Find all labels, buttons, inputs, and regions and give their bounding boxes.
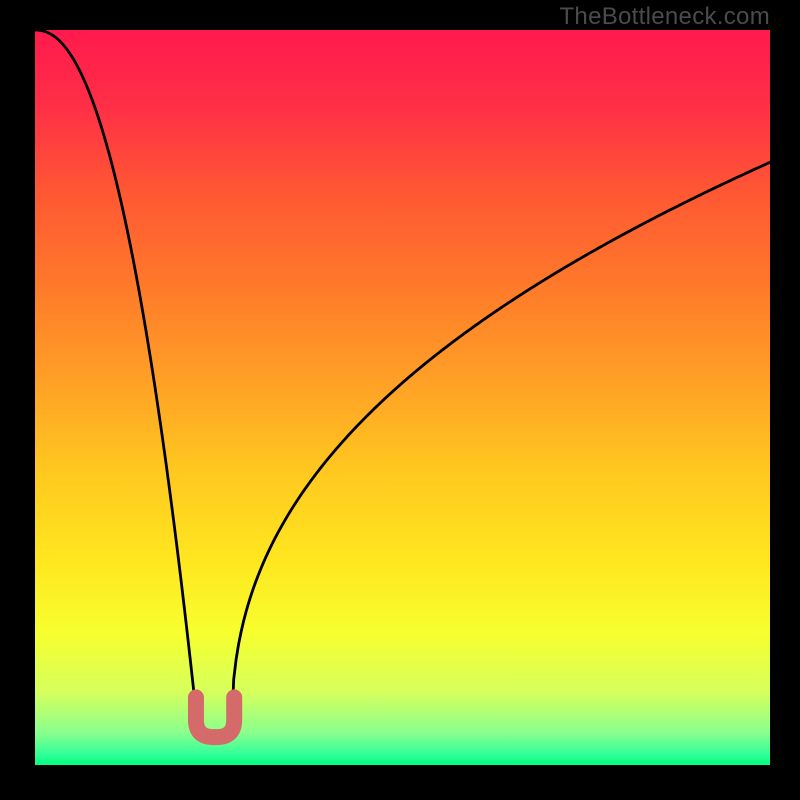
watermark-text: TheBottleneck.com	[559, 3, 770, 31]
gradient-background	[35, 30, 770, 765]
plot-area	[35, 30, 770, 765]
plot-svg	[35, 30, 770, 765]
